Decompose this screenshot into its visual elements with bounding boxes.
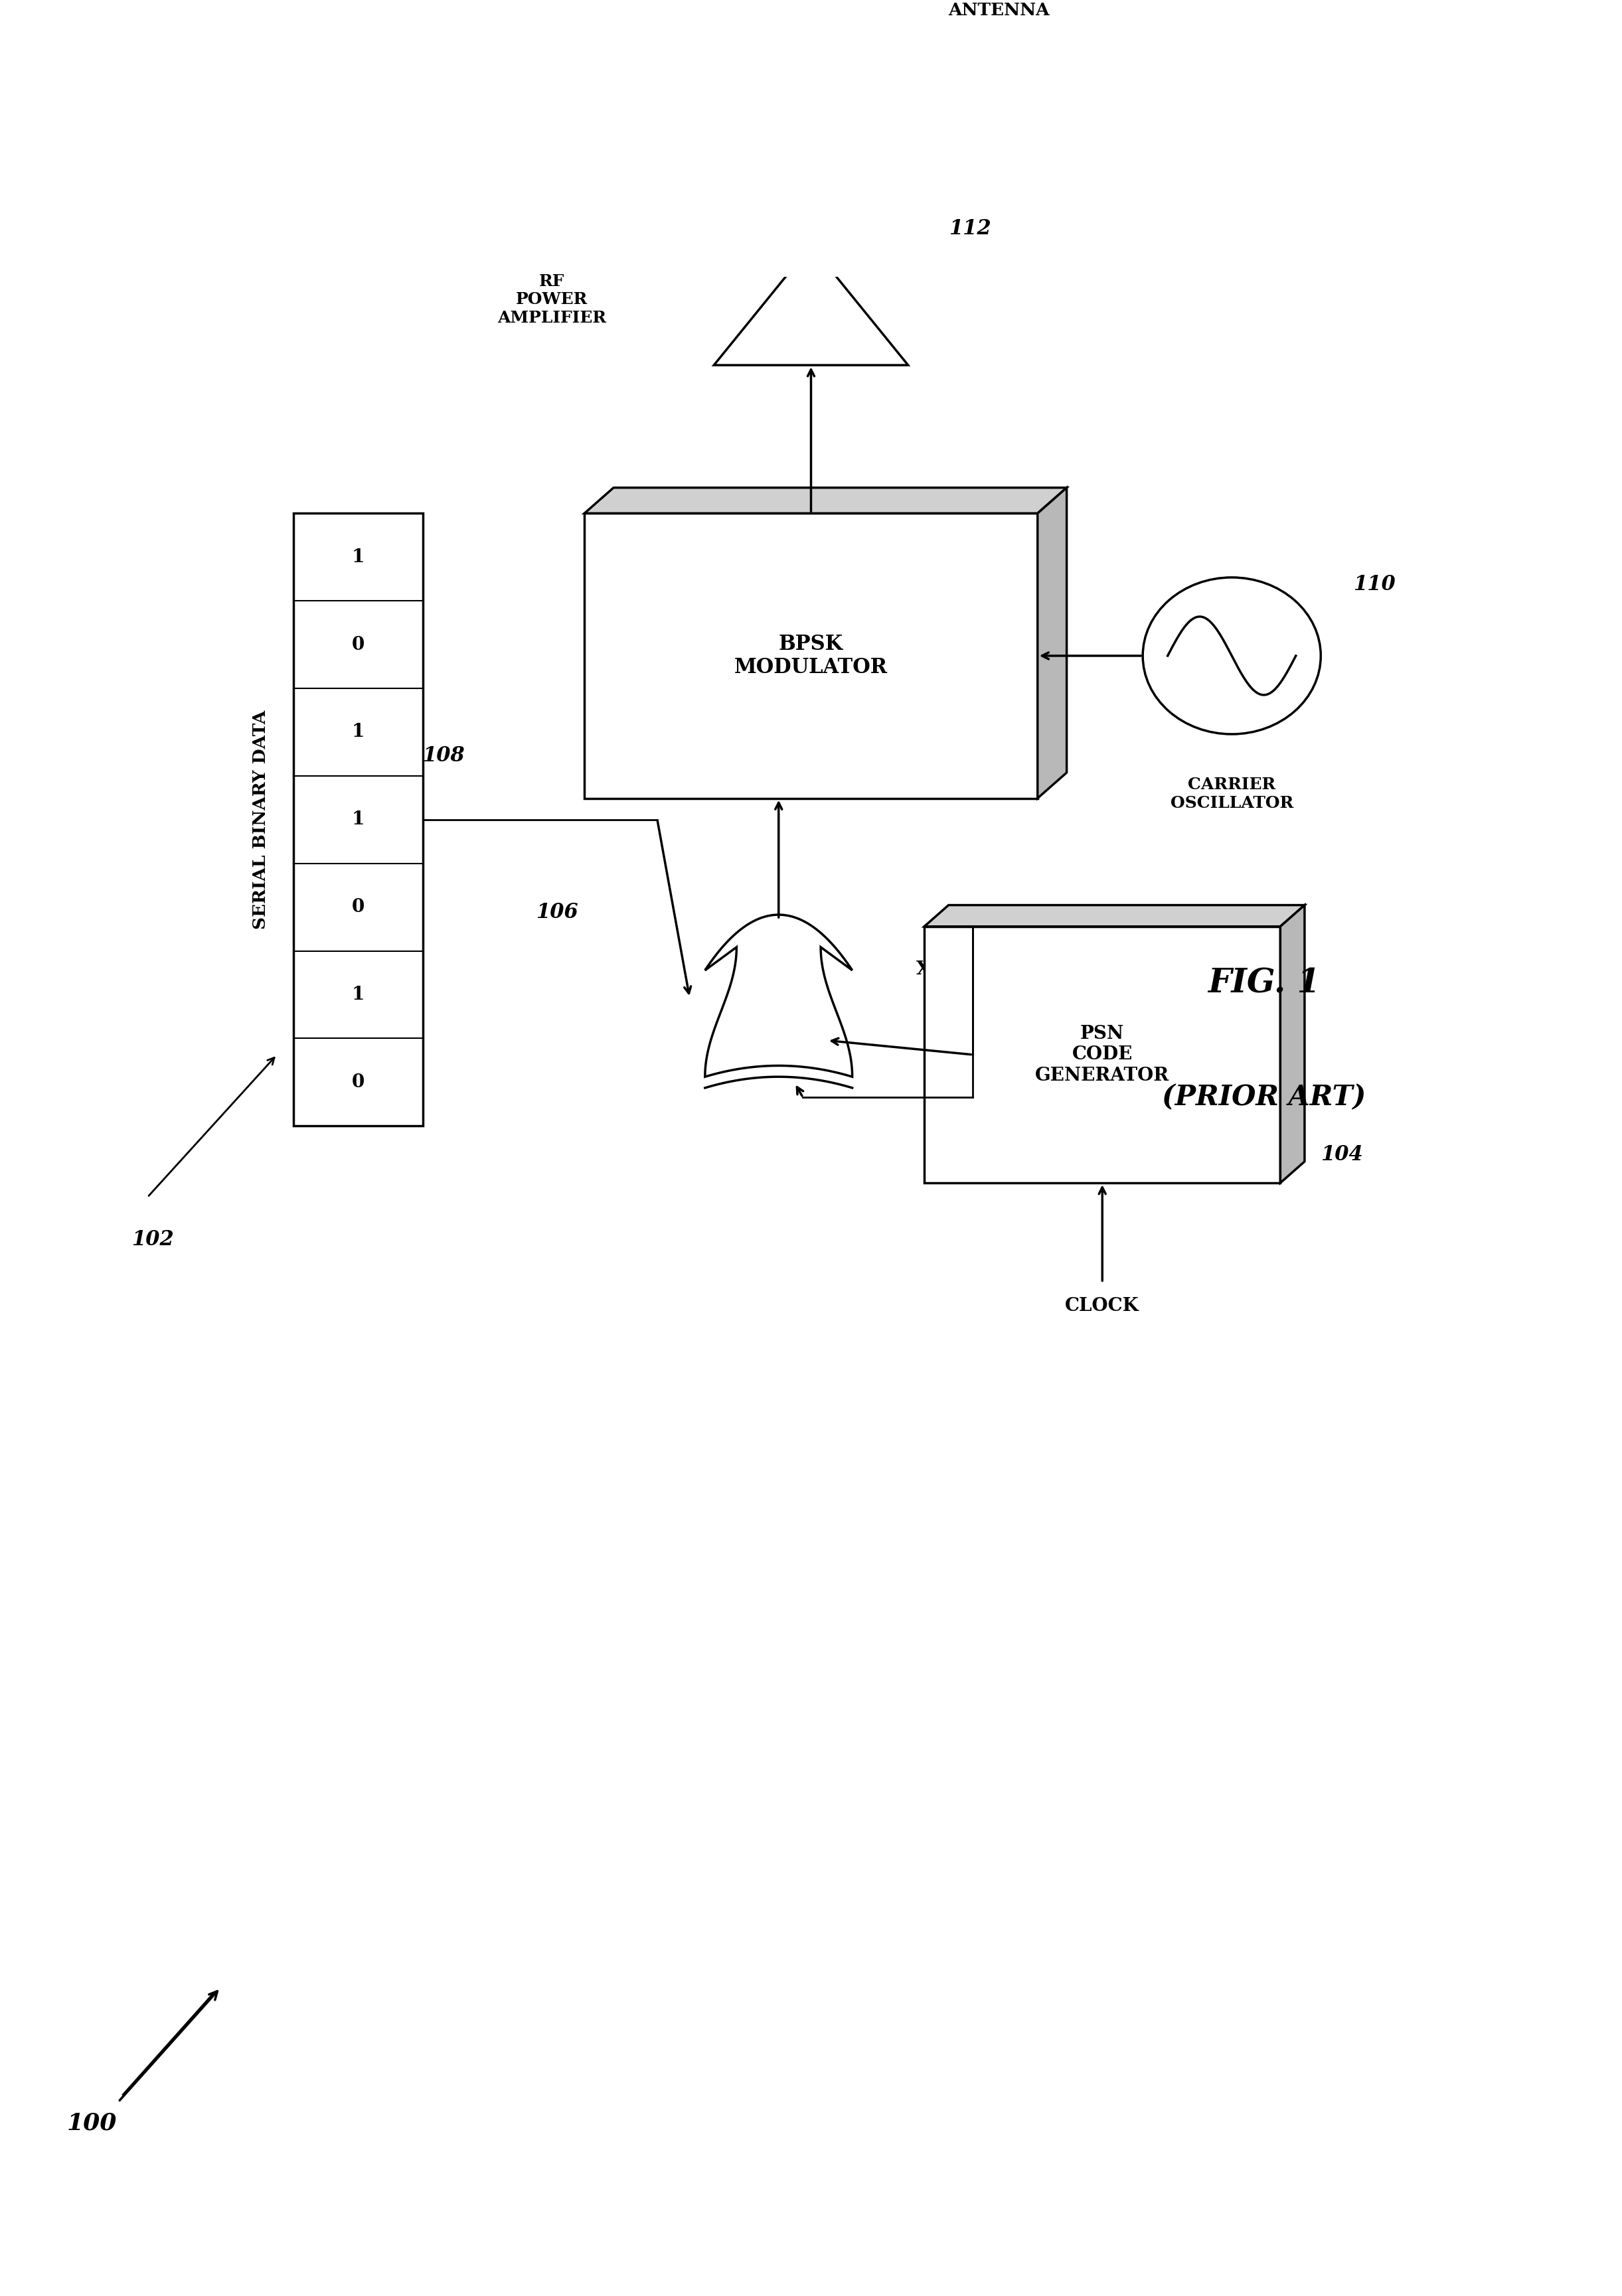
Text: ANTENNA: ANTENNA — [949, 2, 1049, 18]
Polygon shape — [294, 514, 423, 1125]
Text: RF
POWER
AMPLIFIER: RF POWER AMPLIFIER — [498, 273, 607, 326]
Text: 1: 1 — [352, 723, 365, 742]
Polygon shape — [584, 487, 1067, 514]
Text: 0: 0 — [352, 898, 365, 916]
Text: CLOCK: CLOCK — [1066, 1297, 1139, 1316]
Polygon shape — [584, 514, 1038, 799]
Polygon shape — [925, 928, 1280, 1182]
Text: 100: 100 — [67, 2112, 117, 2135]
Polygon shape — [706, 914, 852, 1077]
Text: 112: 112 — [949, 218, 991, 239]
Text: BPSK
MODULATOR: BPSK MODULATOR — [735, 634, 887, 677]
Polygon shape — [1038, 487, 1067, 799]
Text: 1: 1 — [352, 549, 365, 567]
Text: FIG. 1: FIG. 1 — [1208, 967, 1320, 999]
Circle shape — [1144, 576, 1320, 735]
Text: CARRIER
OSCILLATOR: CARRIER OSCILLATOR — [1169, 776, 1293, 810]
Text: 1: 1 — [352, 985, 365, 1003]
Polygon shape — [714, 246, 908, 365]
Text: 108: 108 — [423, 746, 466, 767]
Text: 106: 106 — [535, 902, 577, 923]
Text: 0: 0 — [352, 636, 365, 654]
Text: PSN
CODE
GENERATOR: PSN CODE GENERATOR — [1035, 1024, 1169, 1084]
Text: 102: 102 — [131, 1231, 174, 1251]
Polygon shape — [1280, 905, 1304, 1182]
Text: 104: 104 — [1320, 1143, 1362, 1164]
Text: 0: 0 — [352, 1072, 365, 1091]
Text: 1: 1 — [352, 810, 365, 829]
Text: (PRIOR ART): (PRIOR ART) — [1161, 1084, 1366, 1111]
Text: 110: 110 — [1353, 574, 1395, 595]
Text: SERIAL BINARY DATA: SERIAL BINARY DATA — [253, 709, 269, 930]
Polygon shape — [925, 905, 1304, 928]
Text: X-OR: X-OR — [916, 960, 968, 978]
